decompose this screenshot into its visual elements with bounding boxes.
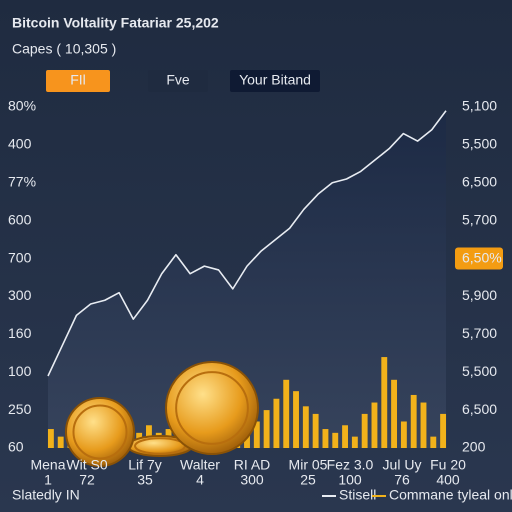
y-tick-label: 250 [8, 401, 32, 417]
line-area [48, 110, 446, 449]
x-tick-label: RI AD [234, 457, 271, 473]
bar [263, 410, 270, 448]
line [47, 110, 447, 377]
y-tick-label: 400 [8, 136, 32, 152]
bar [312, 413, 319, 448]
legend-label: Commane tyleal only [389, 487, 512, 503]
x-tick-sublabel: 100 [338, 472, 362, 488]
x-tick-sublabel: 76 [394, 472, 410, 488]
x-tick-label: Jul Uy [383, 457, 422, 473]
x-tick-label: Lif 7y [128, 457, 161, 473]
bar [410, 394, 417, 448]
y-tick-label: 600 [8, 211, 32, 227]
y2-tick-label: 6,50% [462, 249, 502, 265]
bar [371, 402, 378, 448]
bar [440, 413, 447, 448]
x-tick-label: Fu 20 [430, 457, 466, 473]
y2-tick-label: 5,900 [462, 287, 497, 303]
tab-label[interactable]: FIl [70, 72, 86, 88]
y2-tick-label: 5,500 [462, 136, 497, 152]
coin [165, 361, 259, 455]
y-tick-label: 100 [8, 363, 32, 379]
bar [57, 436, 64, 448]
tab-label[interactable]: Fve [166, 72, 190, 88]
y-tick-label: 160 [8, 325, 32, 341]
tab-button[interactable] [46, 70, 110, 92]
y-tick-label: 77% [8, 173, 36, 189]
x-tick-label: Mena [30, 457, 65, 473]
y-tick-label: 300 [8, 287, 32, 303]
legend-label: Stisell [339, 487, 376, 503]
x-tick-sublabel: 25 [300, 472, 316, 488]
coin-rim [175, 371, 249, 445]
tab-button[interactable] [148, 70, 208, 92]
y2-tick-label: 6,500 [462, 173, 497, 189]
tab-label[interactable]: Your Bitand [239, 72, 311, 88]
y2-tick-label: 200 [462, 439, 486, 455]
bar [302, 406, 309, 448]
bar [361, 413, 368, 448]
y2-tick-label: 5,500 [462, 363, 497, 379]
bar [47, 429, 54, 448]
chart-subtitle: Capes ( 10,305 ) [12, 41, 116, 57]
bar [391, 379, 398, 448]
x-tick-label: Wit S0 [66, 457, 107, 473]
x-tick-sublabel: 1 [44, 472, 52, 488]
bar [381, 357, 388, 448]
coin-rim [72, 404, 128, 460]
bar [273, 398, 280, 448]
x-tick-sublabel: 72 [79, 472, 95, 488]
y2-tick-label: 5,700 [462, 325, 497, 341]
y2-tick-badge [455, 247, 503, 270]
x-tick-label: Mir 05 [289, 457, 328, 473]
x-tick-sublabel: 400 [436, 472, 460, 488]
y2-tick-label: 5,100 [462, 98, 497, 114]
y2-tick-label: 6,500 [462, 401, 497, 417]
bar [351, 436, 358, 448]
bar [430, 436, 437, 448]
coin [65, 397, 135, 467]
bar [253, 421, 260, 448]
x-tick-sublabel: 300 [240, 472, 264, 488]
bar [420, 402, 427, 448]
x-tick-label: Walter [180, 457, 220, 473]
bar [293, 391, 299, 448]
y-tick-label: 60 [8, 439, 24, 455]
x-tick-sublabel: 35 [137, 472, 153, 488]
y-tick-label: 700 [8, 249, 32, 265]
footnote: Slatedly IN [12, 487, 80, 503]
y-tick-label: 80% [8, 98, 36, 114]
chart-title: Bitcoin Voltality Fatariar 25,202 [12, 15, 219, 31]
bar [283, 379, 290, 448]
x-tick-sublabel: 4 [196, 472, 204, 488]
bar [342, 425, 348, 448]
x-tick-label: Fez 3.0 [327, 457, 374, 473]
bar [332, 432, 339, 448]
bar [322, 429, 329, 448]
tab-button[interactable] [230, 70, 320, 92]
y2-tick-label: 5,700 [462, 211, 497, 227]
bar [400, 421, 407, 448]
